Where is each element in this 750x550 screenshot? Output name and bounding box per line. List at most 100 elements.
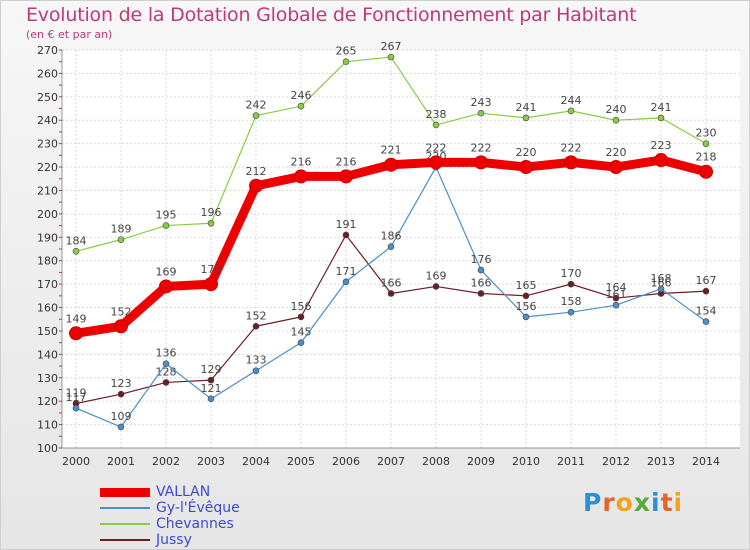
data-label-gy-l-eveque: 176: [471, 253, 492, 266]
data-point-chevannes: [72, 248, 80, 255]
y-tick-label: 100: [37, 442, 58, 455]
x-tick-label: 2010: [512, 455, 540, 468]
data-label-jussy: 167: [696, 274, 717, 287]
data-point-gy-l-eveque: [522, 313, 530, 321]
data-label-gy-l-eveque: 117: [66, 391, 87, 404]
y-tick-label: 260: [37, 67, 58, 80]
y-tick-label: 200: [37, 208, 58, 221]
data-label-vallan: 170: [201, 263, 222, 276]
data-label-vallan: 149: [66, 312, 87, 325]
legend-item-vallan: VALLAN: [100, 484, 320, 500]
y-tick-label: 210: [37, 184, 58, 197]
data-point-chevannes: [522, 114, 530, 122]
data-point-chevannes: [252, 112, 260, 119]
data-label-vallan: 216: [291, 155, 312, 168]
data-label-jussy: 123: [111, 377, 132, 390]
x-tick-label: 2006: [332, 455, 360, 468]
data-point-gy-l-eveque: [72, 404, 80, 412]
data-point-jussy: [297, 313, 305, 321]
logo-letter: i: [673, 488, 684, 517]
x-tick-label: 2001: [107, 455, 135, 468]
logo-letter: i: [651, 488, 661, 517]
data-point-vallan: [699, 164, 713, 179]
data-point-chevannes: [297, 102, 305, 110]
data-point-vallan: [609, 160, 623, 175]
data-label-jussy: 119: [66, 387, 87, 400]
data-point-gy-l-eveque: [567, 308, 575, 316]
data-point-vallan: [159, 279, 173, 294]
y-tick-label: 190: [37, 231, 58, 244]
data-point-vallan: [294, 169, 308, 184]
data-point-jussy: [477, 290, 485, 297]
data-label-chevannes: 238: [426, 108, 447, 121]
y-tick-label: 110: [37, 419, 58, 432]
data-label-gy-l-eveque: 161: [606, 288, 627, 301]
legend-label-vallan: VALLAN: [156, 484, 211, 500]
data-point-jussy: [387, 290, 395, 297]
x-tick-label: 2009: [467, 455, 495, 468]
data-label-chevannes: 230: [696, 127, 717, 140]
data-point-jussy: [252, 322, 260, 330]
data-label-vallan: 223: [651, 139, 672, 152]
data-label-gy-l-eveque: 145: [291, 326, 312, 339]
legend-item-chevannes: Chevannes: [100, 516, 320, 532]
data-label-chevannes: 241: [516, 101, 537, 114]
data-label-chevannes: 244: [561, 94, 582, 107]
logo-letter: t: [660, 488, 674, 517]
data-point-chevannes: [342, 58, 350, 66]
data-label-gy-l-eveque: 121: [201, 382, 222, 395]
logo-letter: P: [583, 488, 603, 517]
logo-letter: x: [633, 488, 651, 517]
data-label-chevannes: 195: [156, 209, 177, 222]
x-tick-label: 2004: [242, 455, 270, 468]
data-label-chevannes: 265: [336, 45, 357, 58]
proxiti-logo: Proxiti: [583, 488, 683, 517]
data-point-jussy: [162, 379, 170, 386]
x-tick-label: 2008: [422, 455, 450, 468]
data-label-vallan: 218: [696, 151, 717, 164]
data-label-jussy: 129: [201, 363, 222, 376]
data-label-vallan: 169: [156, 265, 177, 278]
data-label-gy-l-eveque: 186: [381, 230, 402, 243]
y-tick-label: 120: [37, 395, 58, 408]
data-label-jussy: 164: [606, 281, 627, 294]
data-label-chevannes: 242: [246, 99, 267, 112]
x-tick-label: 2002: [152, 455, 180, 468]
data-point-jussy: [522, 292, 530, 300]
data-point-jussy: [567, 280, 575, 288]
data-point-chevannes: [702, 140, 710, 147]
data-point-vallan: [429, 155, 443, 170]
legend-swatch-chevannes: [100, 523, 150, 525]
x-tick-label: 2012: [602, 455, 630, 468]
data-label-vallan: 222: [426, 141, 447, 154]
chart-legend: VALLAN Gy-l'Évêque Chevannes Jussy: [100, 484, 320, 548]
data-label-gy-l-eveque: 154: [696, 305, 717, 318]
data-point-vallan: [564, 155, 578, 170]
data-label-gy-l-eveque: 158: [561, 295, 582, 308]
y-tick-label: 220: [37, 161, 58, 174]
data-label-gy-l-eveque: 109: [111, 410, 132, 423]
data-point-jussy: [207, 376, 215, 384]
data-label-jussy: 165: [516, 279, 537, 292]
data-label-chevannes: 267: [381, 40, 402, 53]
legend-swatch-vallan: [100, 488, 150, 497]
data-label-gy-l-eveque: 168: [651, 272, 672, 285]
data-label-jussy: 170: [561, 267, 582, 280]
plot-area: [62, 50, 740, 448]
y-tick-label: 170: [37, 278, 58, 291]
data-label-vallan: 220: [606, 146, 627, 159]
data-label-gy-l-eveque: 133: [246, 354, 267, 367]
data-point-gy-l-eveque: [657, 285, 665, 293]
data-label-vallan: 221: [381, 144, 402, 157]
data-point-vallan: [69, 326, 83, 341]
data-point-vallan: [384, 157, 398, 172]
data-point-gy-l-eveque: [297, 339, 305, 346]
data-label-vallan: 212: [246, 165, 267, 178]
data-label-chevannes: 243: [471, 96, 492, 109]
data-label-jussy: 191: [336, 218, 357, 231]
data-point-chevannes: [162, 222, 170, 229]
x-tick-label: 2007: [377, 455, 405, 468]
data-label-jussy: 166: [651, 276, 672, 289]
data-point-jussy: [117, 390, 125, 398]
